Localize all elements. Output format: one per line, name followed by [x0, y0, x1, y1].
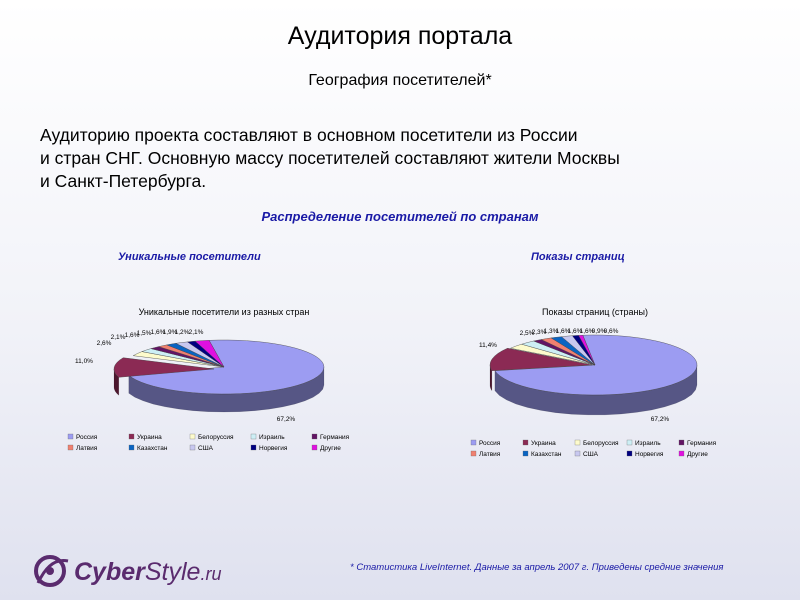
legend-swatch	[311, 444, 318, 451]
legend-swatch	[626, 450, 633, 457]
legend-label: Украина	[137, 434, 162, 441]
data-label: 1,9%	[163, 329, 178, 336]
cyberstyle-logo: CyberStyle.ru	[34, 555, 221, 587]
legend-label: Норвегия	[635, 451, 664, 458]
legend-label: США	[198, 445, 214, 452]
data-label: 1,6%	[580, 328, 595, 335]
distribution-title: Распределение посетителей по странам	[261, 209, 539, 224]
legend-swatch	[67, 444, 74, 451]
intro-line: и стран СНГ. Основную массу посетителей …	[40, 148, 620, 168]
pie-slice	[578, 334, 596, 366]
data-label: 2,3%	[532, 329, 547, 336]
legend-swatch	[128, 444, 135, 451]
data-label: 2,5%	[520, 330, 535, 337]
legend-swatch	[470, 439, 477, 446]
legend-label: Белоруссия	[583, 440, 619, 447]
legend-label: Казахстан	[137, 445, 168, 452]
chart-heading-unique: Уникальные посетители	[118, 251, 261, 263]
pie-chart-pageviews: Показы страниц (страны) 67,2% 11,4% 2,5%2,3…	[470, 307, 717, 458]
legend-swatch	[311, 433, 318, 440]
data-label: 1,6%	[151, 329, 166, 336]
legend-label: Латвия	[479, 451, 501, 458]
legend-label: Россия	[76, 434, 98, 441]
legend-swatch	[574, 450, 581, 457]
legend-swatch	[678, 450, 685, 457]
pie-slice	[113, 357, 215, 378]
data-label: 1,3%	[544, 328, 559, 335]
legend-swatch	[189, 444, 196, 451]
page-title: Аудитория портала	[287, 22, 513, 50]
pie-chart-unique-visitors: Уникальные посетители из разных стран 67,…	[67, 307, 350, 452]
legend-swatch	[470, 450, 477, 457]
legend-swatch	[250, 444, 257, 451]
pie-slice	[489, 347, 593, 371]
legend-label: Россия	[479, 440, 501, 447]
logo-mark-icon	[34, 555, 69, 587]
legend-swatch	[189, 433, 196, 440]
data-label: 1,5%	[137, 330, 152, 337]
chart-title: Показы страниц (страны)	[542, 307, 648, 317]
legend-swatch	[574, 439, 581, 446]
chart-title: Уникальные посетители из разных стран	[139, 307, 310, 317]
data-label: 1,6%	[568, 328, 583, 335]
legend-label: Германия	[687, 440, 717, 447]
pie-slice	[494, 334, 698, 396]
data-label: 0,9%	[592, 328, 607, 335]
legend-label: Белоруссия	[198, 434, 234, 441]
legend-label: Израиль	[259, 434, 285, 441]
legend-label: Германия	[320, 434, 350, 441]
legend-swatch	[522, 439, 529, 446]
data-label: 67,2%	[651, 416, 670, 423]
page-subtitle: География посетителей*	[308, 72, 492, 89]
data-label: 2,6%	[97, 340, 112, 347]
legend-swatch	[522, 450, 529, 457]
data-label: 67,2%	[277, 416, 296, 423]
legend-label: Украина	[531, 440, 556, 447]
data-label: 2,1%	[189, 329, 204, 336]
data-label: 11,4%	[479, 342, 497, 349]
legend-label: Казахстан	[531, 451, 562, 458]
footnote: * Статистика LiveInternet. Данные за апр…	[350, 562, 724, 573]
data-label: 11,0%	[75, 358, 93, 365]
logo-text: CyberStyle.ru	[74, 558, 221, 586]
legend-swatch	[67, 433, 74, 440]
pie-slice	[194, 340, 225, 368]
intro-paragraph: Аудиторию проекта составляют в основном …	[40, 124, 740, 193]
intro-line: Аудиторию проекта составляют в основном …	[40, 125, 578, 145]
legend-label: Латвия	[76, 445, 98, 452]
data-label: 1,2%	[175, 329, 190, 336]
chart-legend: Россия Украина Белоруссия Израиль Германия Ла…	[470, 439, 717, 458]
legend-swatch	[250, 433, 257, 440]
legend-swatch	[128, 433, 135, 440]
intro-line: и Санкт-Петербурга.	[40, 171, 207, 191]
legend-swatch	[626, 439, 633, 446]
pie-slice	[128, 339, 325, 395]
chart-heading-pageviews: Показы страниц	[531, 251, 625, 263]
data-label: 2,1%	[111, 334, 126, 341]
legend-label: Другие	[320, 445, 341, 452]
data-label: 0,6%	[604, 328, 619, 335]
data-label: 1,6%	[556, 328, 571, 335]
legend-label: Другие	[687, 451, 708, 458]
legend-label: Норвегия	[259, 445, 288, 452]
legend-label: Израиль	[635, 440, 661, 447]
data-label: 1,6%	[125, 332, 140, 339]
legend-swatch	[678, 439, 685, 446]
chart-legend: Россия Украина Белоруссия Израиль Германия Ла…	[67, 433, 350, 452]
legend-label: США	[583, 451, 599, 458]
